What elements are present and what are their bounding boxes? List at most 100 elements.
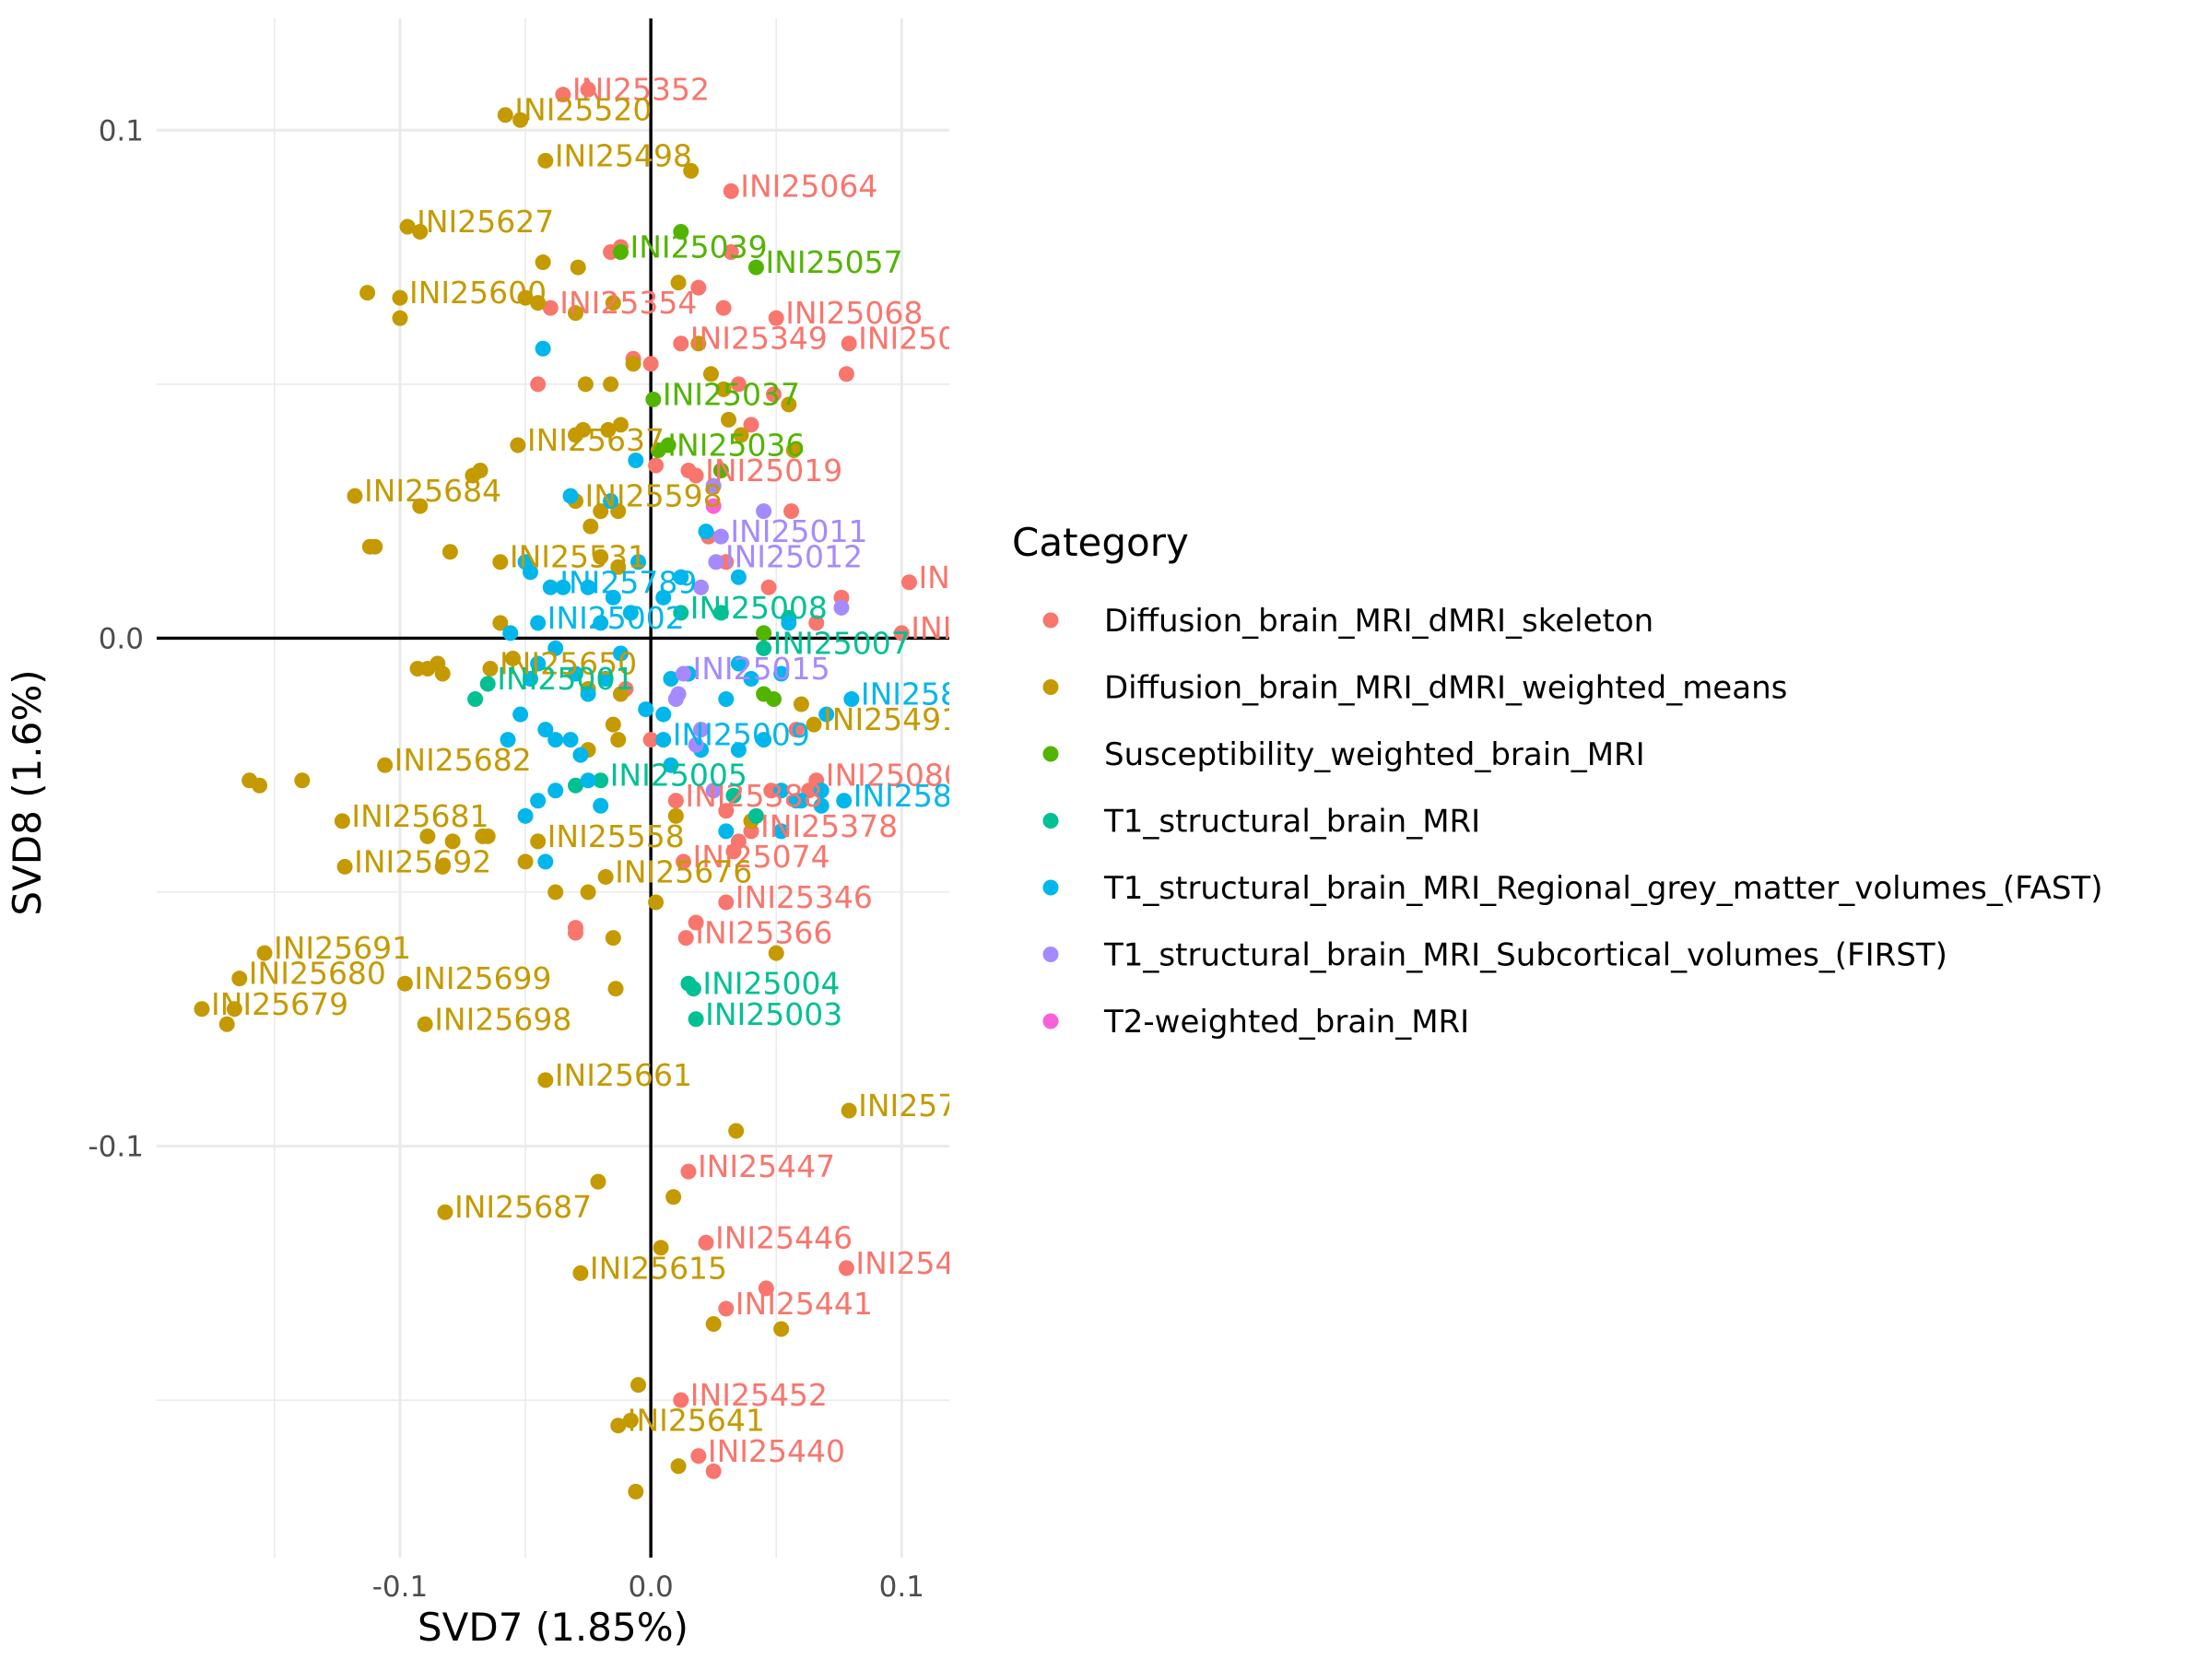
- data-point: [535, 254, 551, 271]
- data-point: [813, 782, 830, 799]
- data-point: [718, 894, 735, 911]
- data-point: [434, 858, 451, 875]
- data-point: [655, 706, 672, 723]
- point-label: INI25061: [918, 559, 1055, 595]
- x-axis-title: SVD7 (1.85%): [418, 1605, 688, 1650]
- data-point: [838, 1260, 854, 1277]
- point-label: INI25558: [547, 818, 685, 854]
- data-point: [630, 554, 647, 571]
- data-point: [773, 1321, 790, 1337]
- point-label: INI25452: [690, 1377, 828, 1413]
- data-point: [705, 1463, 722, 1479]
- y-tick-label: 0.1: [99, 114, 144, 147]
- point-label: INI25615: [590, 1250, 727, 1286]
- point-label: INI25012: [725, 539, 863, 575]
- data-point: [597, 868, 614, 885]
- point-label: INI25650: [500, 645, 637, 681]
- data-point: [434, 665, 451, 682]
- data-point: [603, 493, 619, 510]
- data-point: [465, 467, 481, 484]
- point-label: INI25447: [698, 1148, 835, 1184]
- data-point: [231, 971, 248, 987]
- data-point: [622, 1412, 639, 1429]
- data-point: [593, 503, 609, 520]
- point-label: INI25378: [760, 808, 898, 844]
- legend-key: [1042, 879, 1059, 896]
- data-point: [547, 640, 564, 656]
- data-point: [567, 777, 583, 794]
- data-point: [512, 706, 529, 723]
- data-point: [523, 564, 539, 581]
- data-point: [673, 569, 689, 585]
- point-label: INI25346: [735, 879, 873, 915]
- point-label: INI25001: [497, 661, 634, 697]
- data-point: [670, 275, 687, 291]
- data-point: [715, 300, 732, 316]
- data-point: [808, 615, 825, 631]
- data-point: [718, 1300, 735, 1317]
- data-point: [336, 858, 353, 875]
- point-label: INI25354: [559, 285, 697, 321]
- legend-key: [1042, 612, 1059, 629]
- data-point: [479, 676, 496, 692]
- data-point: [194, 1001, 210, 1018]
- data-point: [628, 1483, 644, 1500]
- data-point: [793, 696, 809, 712]
- data-point: [665, 1189, 682, 1206]
- point-label: INI25679: [211, 986, 348, 1022]
- legend-entry-label: T1_structural_brain_MRI_Subcortical_volu…: [1103, 937, 1947, 974]
- data-point: [479, 828, 496, 844]
- data-point: [688, 736, 704, 753]
- point-label: INI25641: [628, 1403, 765, 1439]
- data-point: [673, 223, 689, 240]
- data-point: [712, 463, 729, 479]
- data-point: [698, 1234, 714, 1251]
- data-point: [577, 376, 594, 393]
- data-point: [593, 772, 609, 789]
- data-point: [733, 427, 749, 443]
- data-point: [705, 1315, 722, 1332]
- data-point: [648, 457, 665, 474]
- data-point: [226, 1001, 242, 1018]
- point-label: INI25680: [249, 956, 386, 992]
- data-point: [690, 1448, 707, 1465]
- data-point: [625, 356, 641, 372]
- point-label: INI25440: [708, 1433, 845, 1469]
- point-label: INI25661: [555, 1057, 692, 1093]
- data-point: [793, 793, 809, 809]
- data-point: [580, 884, 596, 900]
- point-label: INI25789: [559, 564, 697, 600]
- point-label: INI25637: [527, 422, 665, 458]
- data-point: [542, 579, 559, 595]
- legend-entry-label: Diffusion_brain_MRI_dMRI_weighted_means: [1104, 670, 1787, 707]
- point-label: INI25698: [434, 1001, 571, 1037]
- point-label: INI25684: [364, 473, 501, 509]
- data-point: [392, 289, 408, 306]
- data-point: [743, 417, 759, 433]
- data-point: [690, 279, 707, 296]
- point-label: INI25057: [765, 244, 902, 280]
- data-point: [760, 579, 777, 595]
- point-label: INI25627: [417, 204, 554, 240]
- data-point: [747, 807, 764, 824]
- data-point: [252, 777, 268, 794]
- y-tick-label: -0.1: [88, 1131, 145, 1164]
- point-label: INI25019: [705, 453, 842, 488]
- data-point: [702, 366, 719, 382]
- point-label: INI25003: [705, 996, 842, 1032]
- y-axis-title: SVD8 (1.6%): [5, 669, 50, 915]
- data-point: [768, 945, 784, 961]
- data-point: [723, 182, 739, 199]
- data-point: [537, 853, 554, 870]
- data-point: [758, 1280, 774, 1297]
- data-point: [580, 579, 596, 595]
- point-label: INI25005: [610, 758, 747, 794]
- data-point: [843, 691, 860, 708]
- point-label: INI25002: [547, 600, 685, 636]
- data-point: [667, 793, 684, 809]
- data-point: [537, 1072, 554, 1088]
- x-tick-label: -0.1: [372, 1571, 429, 1604]
- y-tick-label: 0.0: [99, 622, 144, 655]
- data-point: [893, 625, 910, 641]
- data-point: [788, 722, 805, 738]
